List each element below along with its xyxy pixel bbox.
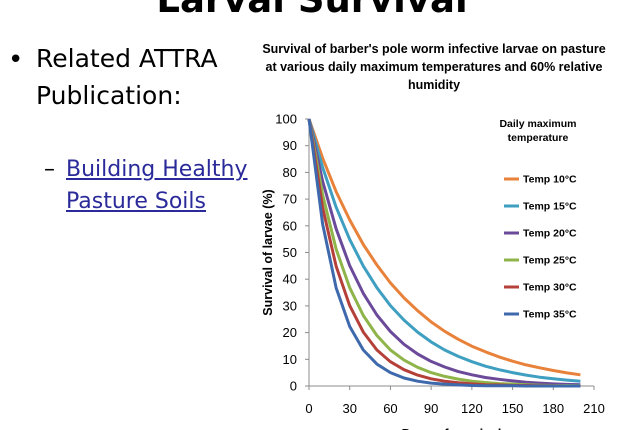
building-healthy-pasture-soils-link[interactable]: Building Healthy Pasture Soils [66,157,248,214]
x-tick-label: 0 [305,401,312,416]
legend-label: Temp 10°C [523,174,577,186]
legend-label: Temp 20°C [523,228,577,240]
y-tick-label: 20 [283,325,297,340]
series-line [307,118,581,388]
x-axis-title: Days of survival [402,426,502,430]
series-line [307,118,581,388]
y-tick-label: 70 [283,192,297,207]
y-tick-label: 40 [283,272,297,287]
x-tick-label: 210 [583,401,605,416]
x-tick-label: 90 [424,401,438,416]
x-tick-label: 180 [542,401,564,416]
bullet-text: Related ATTRA Publication: [36,44,218,110]
legend-label: Temp 30°C [523,282,577,294]
legend-label: Temp 15°C [523,201,577,213]
y-axis-title: Survival of larvae (%) [261,189,275,315]
bullet-dot-icon: • [8,45,24,75]
x-tick-label: 120 [461,401,483,416]
x-tick-label: 60 [383,401,397,416]
y-tick-label: 90 [283,138,297,153]
legend-title-line: Daily maximum [499,118,576,130]
slide-title: Larval Survival [0,0,624,22]
legend-label: Temp 35°C [523,309,577,321]
series-line [307,118,581,383]
chart-title: Survival of barber's pole worm infective… [262,42,606,92]
y-tick-label: 80 [283,165,297,180]
series-line [307,118,581,387]
y-tick-label: 10 [283,352,297,367]
y-tick-label: 50 [283,245,297,260]
y-tick-label: 30 [283,298,297,313]
y-tick-label: 100 [275,112,297,127]
y-tick-label: 60 [283,218,297,233]
dash-icon: – [44,157,55,182]
legend-title-line: temperature [508,132,569,144]
x-tick-label: 30 [342,401,356,416]
series-line [307,118,581,377]
legend-label: Temp 25°C [523,255,577,267]
series-line [307,118,581,388]
x-tick-label: 150 [502,401,524,416]
y-tick-label: 0 [290,379,297,394]
